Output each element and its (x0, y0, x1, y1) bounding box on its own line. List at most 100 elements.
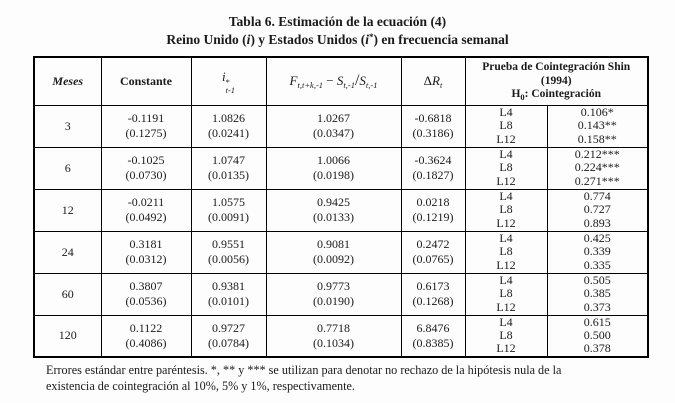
estimation-table: Meses Constante i * t-1 Ft,t+k,-1 − St,-1/… (33, 56, 649, 358)
std-error: (0.0091) (208, 210, 249, 224)
i-star-cell: 1.0826 (0.0241) (190, 104, 267, 148)
delta-r-cell: 0.2472 (0.0765) (400, 230, 466, 274)
std-error: (0.0092) (313, 252, 354, 266)
std-error: (0.0347) (313, 126, 354, 140)
delta-r-cell: 0.0218 (0.1219) (400, 188, 466, 232)
table-row-meses-24: 24 0.3181 (0.0312) 0.9551 (0.0056) 0.9081(… (33, 230, 649, 274)
coef-value: 1.0747 (212, 153, 245, 167)
coef-value: 1.0826 (212, 111, 245, 125)
shin-lag-cell: L4 L8 L12 (464, 314, 548, 358)
forward-cell: 0.9773 (0.0190) (265, 272, 402, 316)
coef-value: -0.3624 (414, 153, 452, 167)
i-star-cell: 1.0747 (0.0135) (190, 146, 267, 190)
table-title: Tabla 6. Estimación de la ecuación (4) R… (0, 13, 675, 49)
title-line-2: Reino Unido (i) y Estados Unidos (i*) en… (166, 32, 509, 47)
coef-value: 1.0066 (317, 153, 350, 167)
meses-cell: 3 (33, 104, 102, 148)
std-error: (0.8385) (412, 335, 454, 350)
std-error: (0.1034) (313, 335, 354, 350)
table-row-meses-6: 6 -0.1025 (0.0730) 1.0747 (0.0135) 1.0066(… (33, 146, 649, 190)
std-error: (0.0198) (313, 168, 354, 182)
forward-cell: 1.0066 (0.0198) (265, 146, 402, 190)
shin-value-cell: 0.505 0.385 0.373 (546, 272, 649, 316)
constante-cell: -0.0211 (0.0492) (100, 188, 192, 232)
table-row-meses-60: 60 0.3807 (0.0536) 0.9381 (0.0101) 0.9773(… (33, 272, 649, 316)
shin-value-cell: 0.425 0.339 0.335 (546, 230, 649, 274)
meses-cell: 60 (33, 272, 102, 316)
std-error: (0.1827) (412, 168, 454, 182)
page: Tabla 6. Estimación de la ecuación (4) R… (0, 13, 675, 393)
std-error: (0.0133) (313, 210, 354, 224)
table-row-meses-12: 12 -0.0211 (0.0492) 1.0575 (0.0091) 0.9425… (33, 188, 649, 232)
coef-value: 0.9727 (212, 320, 245, 335)
meses-cell: 24 (33, 230, 102, 274)
forward-cell: 0.9425 (0.0133) (265, 188, 402, 232)
std-error: (0.0056) (208, 252, 249, 266)
col-header-meses: Meses (33, 56, 102, 106)
coef-value: -0.6818 (414, 111, 452, 125)
shin-value-cell: 0.615 0.500 0.378 (546, 314, 649, 358)
coef-value: 0.9081 (317, 237, 350, 251)
coef-value: 0.2472 (416, 237, 450, 251)
meses-cell: 12 (33, 188, 102, 232)
std-error: (0.0784) (208, 335, 249, 350)
coef-value: 6.8476 (416, 320, 450, 335)
shin-lag-cell: L4 L8 L12 (464, 272, 548, 316)
std-error: (0.0190) (313, 294, 354, 308)
constante-cell: 0.3181 (0.0312) (100, 230, 192, 274)
footnote-line-2: existencia de cointegración al 10%, 5% y… (46, 379, 355, 393)
shin-value-cell: 0.212*** 0.224*** 0.271*** (546, 146, 649, 190)
coef-value: 1.0575 (212, 195, 245, 209)
coef-value: 0.0218 (416, 195, 450, 209)
coef-value: 0.9381 (212, 279, 245, 293)
std-error: (0.0312) (125, 252, 167, 266)
col-header-delta-r: ΔRt (400, 56, 466, 106)
shin-lag-cell: L4 L8 L12 (464, 230, 548, 274)
col-header-shin-test: Prueba de Cointegración Shin (1994) H0: … (464, 56, 649, 106)
shin-lag-cell: L4 L8 L12 (464, 146, 548, 190)
forward-cell: 1.0267 (0.0347) (265, 104, 402, 148)
coef-value: 0.9425 (317, 195, 350, 209)
coef-value: 0.1122 (129, 320, 163, 335)
coef-value: 0.7718 (317, 320, 350, 335)
constante-cell: 0.1122 (0.4086) (100, 314, 192, 358)
i-star-cell: 0.9727 (0.0784) (190, 314, 267, 358)
shin-lag-cell: L4 L8 L12 (464, 188, 548, 232)
constante-cell: -0.1025 (0.0730) (100, 146, 192, 190)
coef-value: -0.1191 (127, 111, 165, 125)
meses-cell: 6 (33, 146, 102, 190)
shin-value-cell: 0.774 0.727 0.893 (546, 188, 649, 232)
delta-r-cell: -0.6818 (0.3186) (400, 104, 466, 148)
constante-cell: 0.3807 (0.0536) (100, 272, 192, 316)
forward-cell: 0.9081 (0.0092) (265, 230, 402, 274)
table-row-meses-120: 120 0.1122 (0.4086) 0.9727 (0.0784) 0.7718… (33, 314, 649, 358)
std-error: (0.1268) (412, 294, 454, 308)
coef-value: 1.0267 (317, 111, 350, 125)
std-error: (0.0135) (208, 168, 249, 182)
constante-cell: -0.1191 (0.1275) (100, 104, 192, 148)
i-star-cell: 0.9551 (0.0056) (190, 230, 267, 274)
coef-value: 0.9773 (317, 279, 350, 293)
coef-value: 0.3807 (129, 279, 163, 293)
std-error: (0.1219) (412, 210, 454, 224)
coef-value: -0.0211 (127, 195, 165, 209)
coef-value: 0.6173 (416, 279, 450, 293)
i-star-cell: 1.0575 (0.0091) (190, 188, 267, 232)
col-header-constante: Constante (100, 56, 192, 106)
std-error: (0.0536) (125, 294, 167, 308)
col-header-forward-premium: Ft,t+k,-1 − St,-1/St,-1 (265, 56, 402, 106)
std-error: (0.0241) (208, 126, 249, 140)
coef-value: -0.1025 (127, 153, 165, 167)
header-row: Meses Constante i * t-1 Ft,t+k,-1 − St,-1/… (33, 56, 649, 106)
coef-value: 0.9551 (212, 237, 245, 251)
i-star-cell: 0.9381 (0.0101) (190, 272, 267, 316)
std-error: (0.3186) (412, 126, 454, 140)
delta-r-cell: 0.6173 (0.1268) (400, 272, 466, 316)
table-row-meses-3: 3 -0.1191 (0.1275) 1.0826 (0.0241) 1.0267(… (33, 104, 649, 148)
shin-lag-cell: L4 L8 L12 (464, 104, 548, 148)
shin-value-cell: 0.106* 0.143** 0.158** (546, 104, 649, 148)
std-error: (0.0101) (208, 294, 249, 308)
coef-value: 0.3181 (129, 237, 163, 251)
meses-cell: 120 (33, 314, 102, 358)
col-header-i-star: i * t-1 (190, 56, 267, 106)
